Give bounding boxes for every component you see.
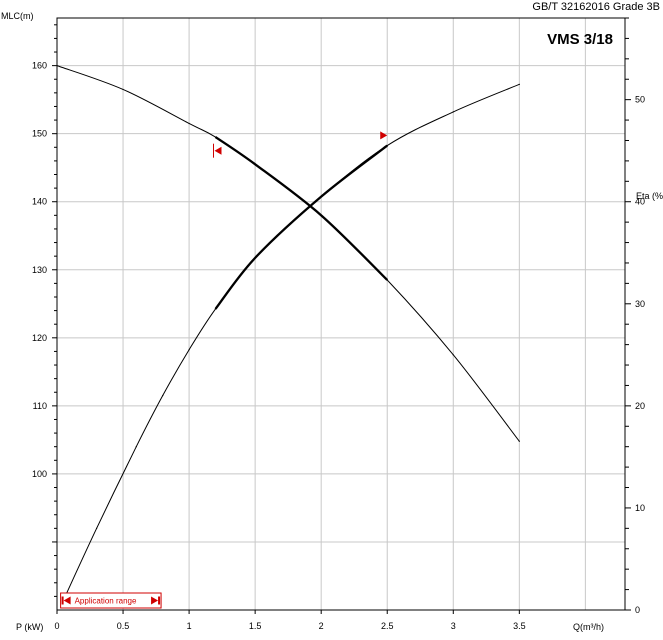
head-curve-point — [214, 136, 217, 138]
x-tick-label: 1 — [187, 621, 192, 631]
application-range-box: Application range — [60, 592, 162, 609]
application-range-rect — [60, 592, 162, 609]
x-tick-label: 3 — [451, 621, 456, 631]
head-curve-point — [452, 354, 454, 356]
x-tick-label: 2.5 — [381, 621, 394, 631]
efficiency-curve-point — [254, 257, 256, 259]
efficiency-curve-point — [214, 308, 217, 310]
head-curve-point — [320, 214, 322, 216]
head-curve-point — [518, 440, 520, 442]
application-range-label: Application range — [75, 597, 137, 606]
y-right-axis-label: Eta (%) — [636, 191, 663, 201]
y-left-tick-label: 140 — [32, 197, 47, 207]
head-curve-point — [122, 88, 124, 91]
power-axis-label: P (kW) — [16, 622, 43, 632]
y-left-tick-label: 110 — [33, 401, 47, 411]
y-right-tick-label: 10 — [635, 503, 645, 513]
curve-layer — [56, 65, 520, 601]
y-right-tick-label: 30 — [635, 299, 645, 309]
efficiency-curve-point — [188, 349, 190, 351]
model-label: VMS 3/18 — [547, 31, 613, 48]
operating-range-start-marker — [214, 146, 222, 155]
standard-label: GB/T 32162016 Grade 3B — [532, 1, 660, 13]
efficiency-curve-point — [386, 144, 388, 147]
application-range-end-arrow — [151, 596, 161, 605]
efficiency-curve-operating-range — [214, 144, 388, 310]
y-left-tick-label: 120 — [32, 333, 47, 343]
y-left-tick-label: 100 — [32, 469, 47, 479]
plot-area-frame — [56, 17, 626, 611]
x-tick-label: 0 — [54, 621, 59, 631]
efficiency-curve-point — [162, 395, 164, 397]
x-tick-label: 0.5 — [117, 621, 130, 631]
y-right-tick-label: 40 — [635, 197, 645, 207]
y-right-tick-label: 20 — [635, 401, 645, 411]
efficiency-curve-point — [135, 446, 137, 448]
y-left-axis-label: MLC(m) — [1, 11, 34, 21]
x-tick-label: 2 — [319, 621, 324, 631]
y-left-tick-label: 150 — [32, 129, 47, 139]
right-axis: 0 10 20 30 40 50 — [625, 17, 645, 615]
x-tick-label: 1.5 — [249, 621, 262, 631]
operating-range-end-marker — [380, 131, 388, 140]
head-curve-point — [254, 163, 256, 165]
efficiency-curve-point — [518, 83, 520, 85]
marker-layer — [213, 131, 388, 158]
head-curve-point — [386, 279, 388, 281]
efficiency-curve-point — [96, 527, 98, 529]
y-right-tick-label: 0 — [635, 605, 640, 615]
head-curve-point — [188, 122, 190, 125]
efficiency-curve — [63, 83, 520, 601]
efficiency-curve-point — [320, 196, 322, 198]
y-left-tick-label: 160 — [32, 61, 47, 71]
x-axis-label: Q(m³/h) — [573, 622, 604, 632]
left-axis: 100 110 120 130 140 150 160 — [32, 24, 57, 597]
head-curve-point — [56, 65, 58, 67]
efficiency-curve-point — [452, 111, 454, 113]
chart-grid — [57, 18, 625, 610]
head-curve-operating-range — [214, 136, 389, 281]
y-right-tick-label: 50 — [635, 95, 645, 105]
head-curve — [56, 65, 520, 442]
application-range-start-arrow — [61, 596, 71, 605]
y-left-tick-label: 130 — [32, 265, 47, 275]
x-tick-label: 3.5 — [513, 621, 526, 631]
x-axis: 0 0.5 1 1.5 2 2.5 3 3.5 — [54, 610, 526, 631]
